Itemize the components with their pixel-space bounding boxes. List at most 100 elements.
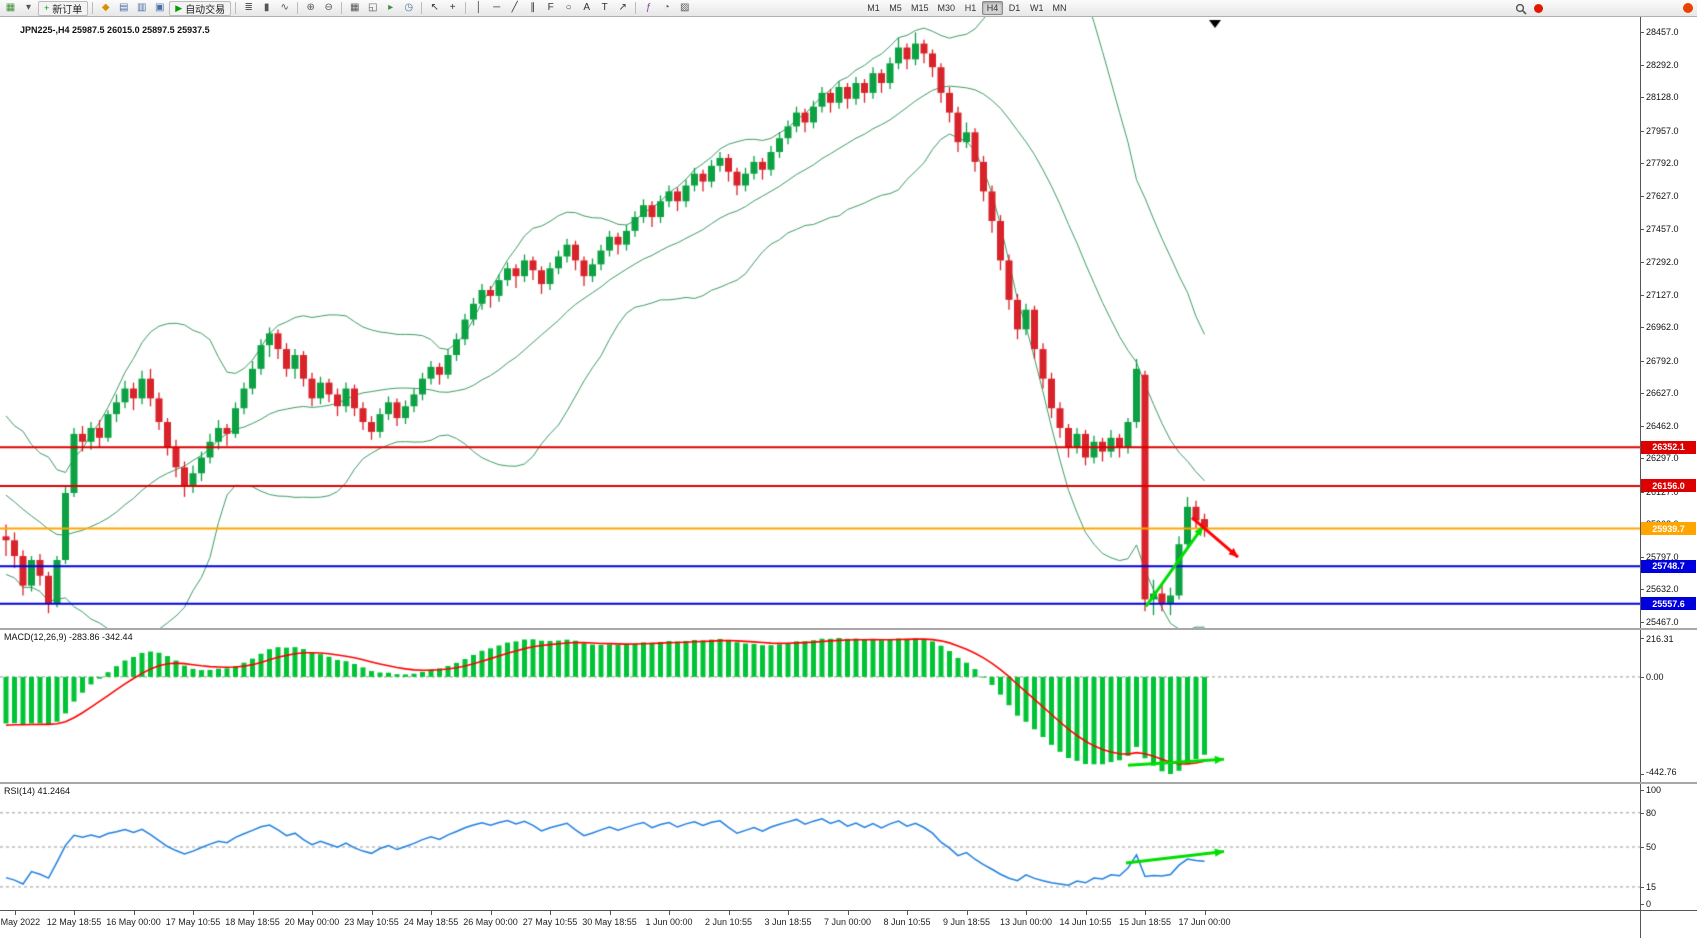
timeframe-d1-button[interactable]: D1 <box>1008 3 1021 13</box>
notification-icon[interactable] <box>1534 4 1543 13</box>
auto-trading-button-label: 自动交易 <box>185 4 226 16</box>
indicators-icon[interactable]: ƒ <box>645 2 652 13</box>
time-axis-label: 20 May 00:00 <box>284 917 340 927</box>
toolbar-separator <box>341 2 343 14</box>
templates-icon[interactable]: ▨ <box>679 2 690 13</box>
price-axis-tick-label: 25632.0 <box>1646 584 1679 595</box>
toolbar-separator <box>235 2 237 14</box>
new-order-button[interactable]: + 新订单 <box>38 0 89 16</box>
toolbar-separator <box>635 2 637 14</box>
text-icon[interactable]: A <box>583 2 591 13</box>
text-label-icon[interactable]: T <box>601 2 608 13</box>
time-axis-label: 27 May 10:55 <box>522 917 578 927</box>
market-watch-icon[interactable]: ◆ <box>101 2 110 13</box>
axis-tick <box>1640 556 1644 558</box>
chart-title: JPN225-,H4 25987.5 26015.0 25897.5 25937… <box>20 25 210 35</box>
shapes-icon[interactable]: ○ <box>565 2 572 13</box>
panel-splitter[interactable] <box>0 628 1697 630</box>
panel-splitter[interactable] <box>0 782 1697 784</box>
time-axis-tick <box>550 911 551 915</box>
bar-chart-icon[interactable]: ≣ <box>244 2 253 13</box>
timeframe-w1-button[interactable]: W1 <box>1030 3 1044 13</box>
time-axis-label: 17 May 10:55 <box>165 917 221 927</box>
cursor-icon[interactable]: ↖ <box>430 2 439 13</box>
timeframe-h1-button[interactable]: H1 <box>964 3 977 13</box>
toolbar-separator <box>465 2 467 14</box>
auto-scroll-icon[interactable]: ◷ <box>404 2 414 13</box>
timeframe-m5-button[interactable]: M5 <box>889 3 902 13</box>
axis-tick <box>1640 676 1644 678</box>
plus-icon: + <box>44 3 50 13</box>
price-axis-tick-label: 26962.0 <box>1646 322 1679 333</box>
rsi-canvas[interactable] <box>0 784 1640 910</box>
toolbar-right-group <box>1512 1 1543 16</box>
time-axis-tick <box>788 911 789 915</box>
axis-tick <box>1640 64 1644 66</box>
price-axis-tick-label: 27292.0 <box>1646 256 1679 267</box>
timeframe-m1-button[interactable]: M1 <box>867 3 880 13</box>
time-axis-tick <box>312 911 313 915</box>
data-window-icon[interactable]: ▤ <box>119 2 129 13</box>
time-axis-tick <box>1145 911 1146 915</box>
timeframe-mn-button[interactable]: MN <box>1052 3 1067 13</box>
time-axis-label: 24 May 18:55 <box>403 917 459 927</box>
time-axis-label: 3 Jun 18:55 <box>764 917 812 927</box>
time-axis-tick <box>609 911 611 915</box>
price-axis-tick-label: 26462.0 <box>1646 420 1679 431</box>
arrows-icon[interactable]: ↗ <box>618 2 627 13</box>
channel-icon[interactable]: ∥ <box>530 2 536 13</box>
main-chart-canvas[interactable] <box>0 17 1640 628</box>
new-chart-icon[interactable]: ▦ <box>5 2 16 13</box>
price-axis-tick-label: 27792.0 <box>1646 158 1679 169</box>
periods-icon[interactable]: ◔ <box>663 2 670 13</box>
time-axis-label: 18 May 18:55 <box>225 917 280 927</box>
time-axis-label: 23 May 10:55 <box>344 917 399 927</box>
time-axis-label: 2 Jun 10:55 <box>704 917 753 927</box>
line-chart-icon[interactable]: ∿ <box>280 2 289 13</box>
macd-canvas[interactable] <box>0 630 1640 782</box>
price-line-tag: 25748.7 <box>1641 559 1696 573</box>
time-axis[interactable]: 11 May 2022 12 May 18:55 16 May 00:00 17 Ma… <box>0 910 1697 938</box>
zoom-out-icon[interactable]: ⊖ <box>324 2 333 13</box>
axis-tick <box>1640 195 1644 197</box>
terminal-icon[interactable]: ▣ <box>155 2 165 13</box>
horizontal-line-icon[interactable]: ─ <box>493 2 501 13</box>
time-axis-tick <box>966 911 968 915</box>
tile-windows-icon[interactable]: ▦ <box>349 2 360 13</box>
search-icon[interactable] <box>1512 1 1529 16</box>
trendline-icon[interactable]: ╱ <box>511 2 518 13</box>
chart-shift-icon[interactable]: ▸ <box>388 2 394 13</box>
time-axis-label: 8 Jun 10:55 <box>883 917 931 927</box>
timeframe-m30-button[interactable]: M30 <box>937 3 956 13</box>
time-axis-tick <box>907 911 908 915</box>
auto-trading-button[interactable]: ▶ 自动交易 <box>169 0 232 16</box>
macd-axis-label: 0.00 <box>1646 671 1664 682</box>
rsi-axis-label: 50 <box>1646 842 1657 852</box>
price-axis-tick-label: 27627.0 <box>1646 190 1679 201</box>
chart-dropdown-icon[interactable]: ▾ <box>25 2 32 13</box>
timeframe-m15-button[interactable]: M15 <box>911 3 929 13</box>
toolbar: ▦ ▾ + 新订单 ◆ ▤ ▥ ▣ ▶ 自动交易 ≣ ▮ ∿ ⊕ ⊖ ▦ ◱ ▸ ◷ ↖ + │ ─ ╱ ∥ F ○ A T ↗ ƒ ◔ ▨ M… <box>0 0 1697 17</box>
axis-tick <box>1640 904 1644 905</box>
navigator-icon[interactable]: ▥ <box>137 2 147 13</box>
cascade-windows-icon[interactable]: ◱ <box>367 2 378 13</box>
time-axis-label: 26 May 00:00 <box>463 917 518 927</box>
main-chart-panel: JPN225-,H4 25987.5 26015.0 25897.5 25937… <box>0 17 1697 628</box>
axis-tick <box>1640 261 1644 263</box>
fibonacci-icon[interactable]: F <box>547 2 554 13</box>
axis-tick <box>1640 294 1644 296</box>
vertical-line-icon[interactable]: │ <box>475 2 482 13</box>
timeframe-h4-button[interactable]: H4 <box>982 1 1004 15</box>
price-axis-tick-label: 25797.0 <box>1646 551 1679 562</box>
crosshair-icon[interactable]: + <box>449 2 456 13</box>
time-axis-tick <box>371 911 373 915</box>
time-axis-tick <box>728 911 730 915</box>
time-axis-label: 16 May 00:00 <box>106 917 161 927</box>
price-axis-tick-label: 26792.0 <box>1646 355 1679 366</box>
price-axis-tick-label: 28457.0 <box>1646 27 1679 38</box>
candlestick-chart-icon[interactable]: ▮ <box>263 2 270 13</box>
toolbar-separator <box>297 2 299 14</box>
axis-tick <box>1640 327 1644 329</box>
zoom-in-icon[interactable]: ⊕ <box>306 2 315 13</box>
axis-tick <box>1640 360 1644 362</box>
